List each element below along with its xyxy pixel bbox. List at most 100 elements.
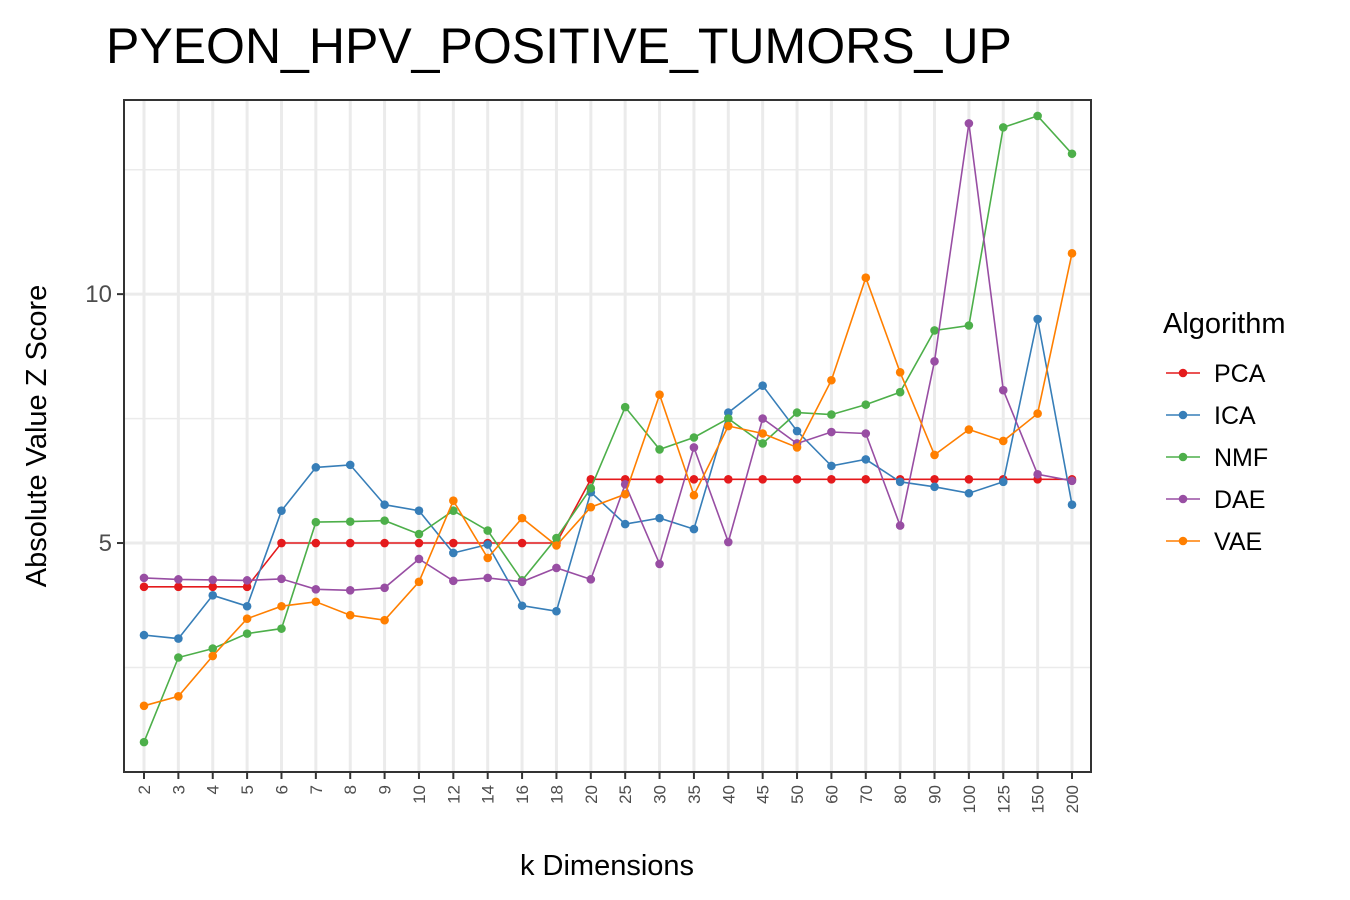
- chart-title: PYEON_HPV_POSITIVE_TUMORS_UP: [106, 18, 1012, 74]
- data-point-nmf: [930, 326, 939, 335]
- data-point-ica: [723, 408, 733, 417]
- legend: Algorithm PCA ICA NMF DAE VAE: [1163, 308, 1286, 556]
- legend-key-point-ica: [1178, 410, 1188, 420]
- data-point-vae: [689, 490, 699, 500]
- data-point-pca: [517, 538, 527, 548]
- data-point-nmf: [964, 321, 974, 330]
- data-point-ica: [964, 488, 974, 498]
- data-point-pca: [277, 538, 286, 548]
- data-point-nmf: [792, 408, 802, 417]
- data-point-ica: [483, 540, 493, 549]
- data-point-ica: [895, 477, 905, 487]
- x-axis-ticks: 2 3 4 5 6 7 8 9 10 12 14 16 18 20 25 30 35 40 45 50 60 70 80 90…: [135, 772, 1082, 813]
- data-point-pca: [345, 538, 355, 548]
- data-point-dae: [345, 586, 355, 595]
- data-point-vae: [895, 367, 905, 377]
- data-point-nmf: [242, 629, 252, 638]
- x-tick-label: 90: [926, 785, 945, 804]
- legend-label-ica: ICA: [1214, 402, 1256, 430]
- x-tick-label: 5: [238, 785, 257, 794]
- data-point-nmf: [208, 644, 218, 653]
- x-tick-label: 50: [788, 785, 807, 804]
- data-point-nmf: [827, 410, 836, 419]
- x-tick-label: 12: [444, 785, 463, 804]
- x-tick-label: 10: [410, 785, 429, 804]
- x-tick-label: 3: [169, 785, 188, 794]
- data-point-vae: [517, 513, 527, 523]
- data-point-vae: [345, 610, 355, 620]
- data-point-dae: [689, 443, 699, 452]
- data-point-nmf: [139, 737, 149, 747]
- legend-label-vae: VAE: [1214, 528, 1262, 556]
- data-point-pca: [414, 538, 424, 548]
- data-point-ica: [139, 630, 149, 640]
- data-point-pca: [930, 475, 939, 484]
- data-point-ica: [861, 455, 871, 464]
- data-point-ica: [174, 634, 183, 643]
- data-point-vae: [1033, 409, 1042, 418]
- data-point-pca: [723, 475, 733, 484]
- data-point-ica: [414, 506, 424, 515]
- series-ica: [139, 314, 1077, 643]
- data-point-dae: [414, 554, 424, 564]
- data-point-dae: [930, 357, 939, 366]
- series-line-pca: [144, 478, 1072, 588]
- series-line-ica: [143, 318, 1073, 640]
- series-vae: [139, 249, 1077, 711]
- data-point-pca: [758, 475, 767, 484]
- legend-title: Algorithm: [1163, 308, 1286, 340]
- data-point-nmf: [380, 516, 389, 525]
- x-tick-label: 25: [616, 785, 635, 804]
- data-point-nmf: [483, 526, 493, 535]
- x-tick-label: 14: [479, 785, 498, 804]
- data-point-vae: [964, 425, 974, 434]
- data-point-vae: [620, 489, 630, 499]
- data-point-ica: [552, 606, 561, 616]
- x-tick-label: 9: [376, 785, 395, 794]
- data-point-dae: [517, 577, 527, 587]
- data-point-nmf: [552, 533, 561, 543]
- data-point-pca: [174, 582, 183, 592]
- data-point-nmf: [174, 653, 183, 662]
- data-point-vae: [792, 443, 802, 452]
- x-tick-label: 30: [651, 785, 670, 804]
- data-point-pca: [242, 582, 252, 592]
- data-point-dae: [449, 576, 458, 586]
- x-tick-label: 4: [204, 785, 223, 794]
- data-point-vae: [208, 651, 218, 661]
- data-point-nmf: [998, 123, 1008, 132]
- data-point-ica: [655, 513, 664, 523]
- data-point-dae: [242, 576, 252, 585]
- data-point-dae: [827, 427, 836, 437]
- data-point-vae: [723, 421, 733, 431]
- x-tick-label: 35: [685, 785, 704, 804]
- data-point-pca: [380, 538, 389, 548]
- x-tick-label: 6: [272, 785, 291, 794]
- x-tick-label: 60: [822, 785, 841, 804]
- data-point-vae: [242, 614, 252, 623]
- data-point-pca: [964, 475, 974, 484]
- x-tick-label: 100: [960, 785, 979, 813]
- series-dae: [139, 119, 1077, 595]
- data-point-nmf: [345, 517, 355, 526]
- data-point-pca: [655, 475, 664, 484]
- grid: [124, 100, 1091, 772]
- data-point-ica: [827, 461, 836, 471]
- data-point-nmf: [655, 445, 664, 454]
- data-point-ica: [345, 460, 355, 470]
- data-point-vae: [758, 429, 767, 438]
- x-tick-label: 18: [547, 785, 566, 804]
- data-point-vae: [277, 601, 286, 611]
- data-point-nmf: [449, 506, 458, 515]
- data-point-dae: [380, 583, 389, 593]
- x-tick-label: 40: [719, 785, 738, 804]
- legend-item-vae: VAE: [1166, 528, 1262, 556]
- data-point-pca: [311, 538, 321, 548]
- data-point-dae: [895, 521, 905, 530]
- data-point-pca: [139, 582, 149, 592]
- data-point-dae: [655, 559, 664, 569]
- data-point-pca: [827, 475, 836, 484]
- data-point-nmf: [1033, 111, 1042, 121]
